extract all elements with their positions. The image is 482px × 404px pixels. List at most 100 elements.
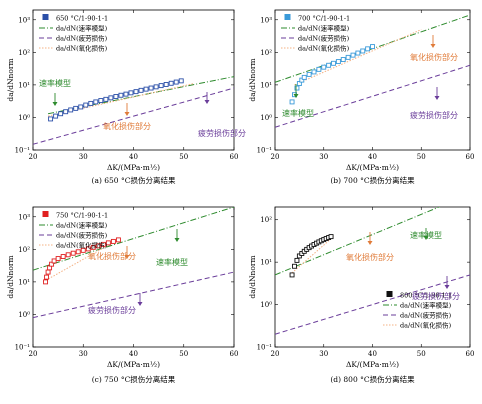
- x-tick-label: 40: [129, 153, 138, 161]
- x-tick-label: 40: [129, 350, 138, 358]
- data-point: [55, 256, 61, 262]
- data-point: [110, 238, 116, 244]
- data-point: [48, 116, 54, 122]
- annotation-label: 速率模型: [39, 78, 71, 88]
- data-point: [355, 50, 361, 56]
- data-point: [350, 52, 356, 58]
- annotation-arrow-head: [204, 100, 210, 104]
- data-point: [138, 87, 144, 93]
- annotation-label: 氧化损伤部分: [88, 251, 136, 261]
- fatigue-line: [33, 271, 234, 319]
- data-point: [158, 83, 164, 89]
- legend: 700 °C/1-90-1-1da/dN(速率模型)da/dN(疲劳损伤)da/…: [281, 14, 350, 53]
- legend-entry: 700 °C/1-90-1-1: [298, 15, 350, 23]
- data-point: [294, 257, 300, 263]
- data-point: [70, 250, 76, 256]
- y-tick-label: 10⁻¹: [15, 147, 31, 155]
- legend-entry: 650 °C/1-90-1-1: [56, 15, 108, 23]
- annotation-arrow-head: [423, 236, 429, 240]
- data-point: [103, 96, 109, 102]
- legend-entry: da/dN(疲劳损伤): [298, 34, 350, 43]
- data-point: [148, 85, 154, 91]
- y-axis-title: da/dNnorm: [248, 58, 257, 101]
- data-point: [123, 91, 129, 97]
- legend-swatch-marker: [284, 14, 291, 20]
- data-point: [115, 237, 121, 243]
- panel-caption: (b) 700 °C损伤分离结果: [330, 175, 415, 185]
- data-point: [58, 111, 64, 117]
- x-tick-label: 50: [179, 153, 188, 161]
- annotation-arrow-head: [434, 96, 440, 100]
- data-point: [331, 60, 336, 66]
- legend-swatch-marker: [386, 291, 393, 297]
- data-point: [316, 66, 322, 72]
- data-point: [100, 241, 106, 247]
- data-point: [95, 243, 101, 249]
- data-point: [68, 107, 74, 113]
- x-tick-label: 30: [79, 153, 88, 161]
- annotation-label: 疲劳损伤部分: [412, 291, 460, 301]
- data-point: [292, 263, 297, 269]
- data-point: [60, 254, 66, 259]
- data-point: [45, 269, 51, 275]
- data-point: [321, 64, 327, 70]
- x-axis-title: ΔK/(MPa·m½): [107, 360, 160, 369]
- y-tick-label: 10³: [260, 16, 272, 24]
- plot-area: [33, 207, 234, 319]
- data-point: [311, 69, 317, 75]
- data-point: [306, 71, 312, 77]
- data-point: [73, 105, 79, 111]
- x-tick-label: 30: [79, 350, 88, 358]
- x-tick-label: 40: [368, 153, 377, 161]
- data-point: [65, 252, 71, 258]
- x-axis-title: ΔK/(MPa·m½): [346, 163, 399, 172]
- data-point: [340, 57, 346, 62]
- annotation-arrow-head: [430, 44, 436, 48]
- x-tick-label: 60: [230, 153, 239, 161]
- annotation-arrow-head: [52, 102, 58, 106]
- data-point: [163, 82, 169, 87]
- data-point: [128, 90, 134, 96]
- legend-entry: da/dN(氧化损伤): [298, 44, 350, 53]
- y-tick-label: 10²: [260, 49, 272, 57]
- annotation-arrow-head: [124, 255, 130, 259]
- legend: 650 °C/1-90-1-1da/dN(速率模型)da/dN(疲劳损伤)da/…: [39, 14, 108, 53]
- x-axis-title: ΔK/(MPa·m½): [107, 163, 160, 172]
- fatigue-line: [33, 87, 234, 145]
- legend-swatch-marker: [42, 211, 49, 217]
- oxidation-line: [294, 29, 422, 86]
- x-tick-label: 50: [417, 153, 426, 161]
- annotation-arrow-head: [174, 238, 180, 242]
- y-tick-label: 10²: [260, 216, 272, 224]
- x-tick-label: 20: [29, 350, 38, 358]
- data-point: [113, 94, 119, 99]
- y-tick-label: 10²: [18, 246, 30, 254]
- data-point: [108, 95, 114, 101]
- fatigue-line: [275, 274, 470, 335]
- x-tick-label: 40: [368, 350, 377, 358]
- y-tick-label: 10¹: [260, 81, 272, 89]
- data-point: [178, 78, 184, 84]
- y-tick-label: 10¹: [18, 278, 30, 286]
- x-tick-label: 20: [29, 153, 38, 161]
- legend-entry: 800 °C/1-90-1-1: [400, 292, 452, 300]
- data-point: [44, 274, 50, 280]
- data-point: [83, 102, 89, 108]
- annotation-arrow-head: [293, 94, 299, 98]
- annotation-label: 速率模型: [282, 108, 314, 118]
- annotation-label: 氧化损伤部分: [346, 252, 394, 262]
- y-tick-label: 10¹: [18, 81, 30, 89]
- y-tick-label: 10⁰: [18, 311, 30, 319]
- panel-caption: (a) 650 °C损伤分离结果: [92, 175, 176, 185]
- data-point: [43, 279, 49, 285]
- y-tick-label: 10¹: [260, 259, 272, 267]
- legend-entry: da/dN(速率模型): [400, 301, 452, 310]
- y-tick-label: 10²: [18, 49, 30, 57]
- annotation-label: 疲劳损伤部分: [88, 305, 136, 315]
- data-point: [93, 99, 99, 105]
- annotation-arrow-head: [367, 241, 373, 245]
- legend-entry: da/dN(速率模型): [56, 24, 108, 33]
- data-point: [63, 109, 69, 115]
- data-point: [365, 46, 371, 52]
